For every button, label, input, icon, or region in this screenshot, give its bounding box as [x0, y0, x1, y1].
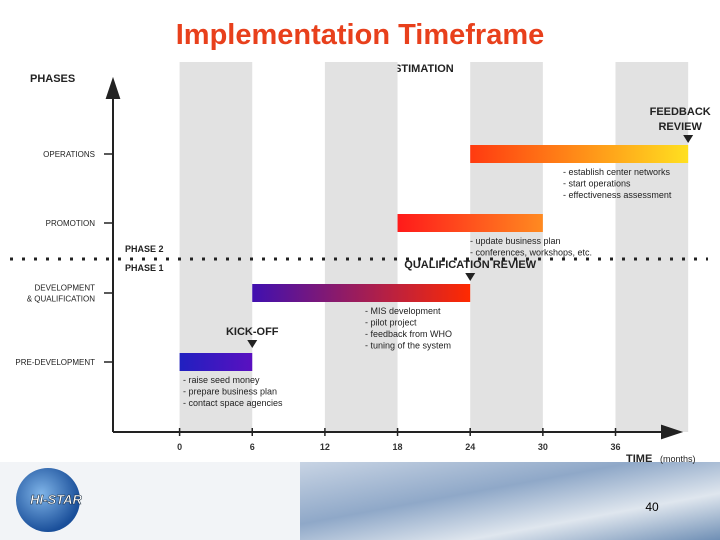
milestone-marker: [247, 340, 258, 348]
category-label: & QUALIFICATION: [27, 295, 96, 304]
bar-note: - contact space agencies: [183, 398, 283, 408]
slide-title: Implementation Timeframe: [176, 19, 545, 51]
x-axis-label: TIME: [626, 453, 652, 465]
phase-label: PHASE 1: [125, 263, 164, 273]
milestone-label: FEEDBACK: [650, 106, 711, 118]
x-axis-unit: (months): [660, 454, 696, 464]
bar-note: - tuning of the system: [365, 341, 451, 351]
y-axis: [105, 76, 121, 432]
bar-note: - pilot project: [365, 318, 417, 328]
category-label: PRE-DEVELOPMENT: [15, 358, 95, 367]
phase-bar: [470, 145, 689, 163]
bar-note: - update business plan: [470, 236, 561, 246]
bar-note: - conferences, workshops, etc.: [470, 248, 592, 258]
category-label: DEVELOPMENT: [35, 284, 96, 293]
bar-note: - prepare business plan: [183, 387, 277, 397]
bar-note: - feedback from WHO: [365, 329, 452, 339]
milestone-label: REVIEW: [658, 121, 702, 133]
x-tick-label: 12: [320, 442, 330, 452]
time-band: [470, 62, 543, 432]
milestone-label: KICK-OFF: [226, 326, 279, 338]
x-axis: [113, 424, 684, 440]
logo-globe: [16, 468, 80, 532]
milestone-marker: [465, 273, 476, 281]
milestone-label: QUALIFICATION REVIEW: [404, 259, 536, 271]
x-tick-label: 24: [465, 442, 475, 452]
time-band: [615, 62, 689, 432]
milestone-marker: [683, 135, 694, 143]
phase-label: PHASE 2: [125, 244, 164, 254]
earth-image: [300, 462, 720, 540]
bar-note: - effectiveness assessment: [563, 190, 672, 200]
page-number: 40: [645, 500, 659, 514]
x-tick-label: 0: [177, 442, 182, 452]
category-label: OPERATIONS: [43, 150, 95, 159]
bar-note: - raise seed money: [183, 375, 260, 385]
bar-note: - MIS development: [365, 306, 441, 316]
x-tick-label: 30: [538, 442, 548, 452]
phase-bar: [179, 353, 253, 371]
logo-text: HI-STAR: [30, 492, 82, 507]
x-tick-label: 18: [393, 442, 403, 452]
time-band: [324, 62, 398, 432]
y-axis-label: PHASES: [30, 73, 75, 85]
x-tick-label: 6: [250, 442, 255, 452]
phase-bar: [252, 284, 471, 302]
x-tick-label: 36: [611, 442, 621, 452]
bar-note: - establish center networks: [563, 167, 671, 177]
phase-bar: [397, 214, 543, 232]
category-label: PROMOTION: [46, 219, 96, 228]
bar-note: - start operations: [563, 179, 631, 189]
